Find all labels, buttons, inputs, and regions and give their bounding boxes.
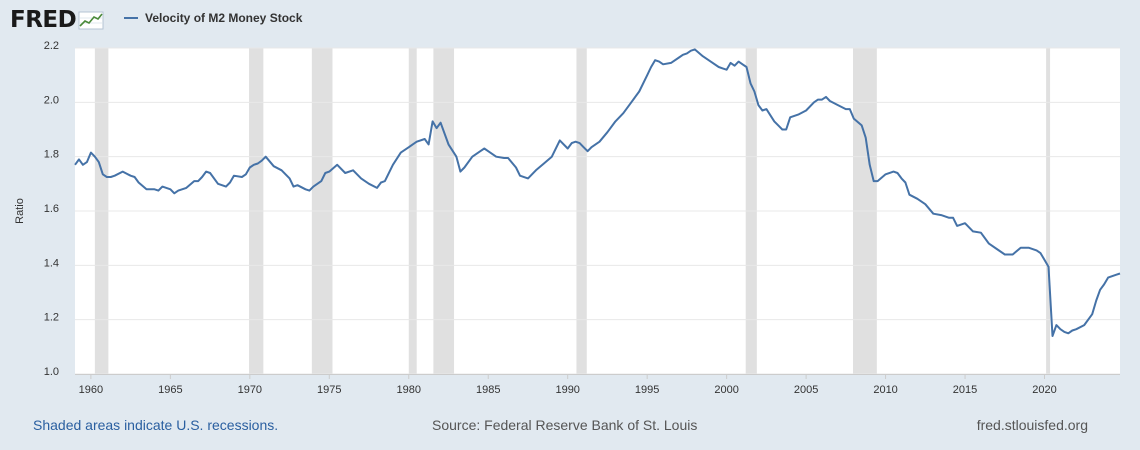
x-tick-label: 1975 [317, 384, 341, 396]
chart-line-icon [78, 10, 104, 30]
source-text: Source: Federal Reserve Bank of St. Loui… [432, 417, 698, 433]
y-tick-label: 2.2 [44, 40, 59, 52]
chart-header: FRED Velocity of M2 Money Stock [0, 0, 1140, 38]
y-tick-label: 1.0 [44, 366, 59, 378]
series-layer [74, 48, 1121, 337]
x-tick-label: 1995 [635, 384, 659, 396]
line-chart[interactable]: 1.0 1.2 1.4 1.6 1.8 2.0 2.2 1960 1965 1970 1975 198… [0, 0, 1140, 410]
chart-legend: Velocity of M2 Money Stock [124, 11, 302, 25]
fred-logo[interactable]: FRED [10, 6, 104, 34]
x-tick-label: 2015 [953, 384, 977, 396]
y-tick-label: 1.6 [44, 203, 59, 215]
y-tick-label: 2.0 [44, 94, 59, 106]
y-axis-title: Ratio [14, 198, 26, 224]
recession-note-link[interactable]: Shaded areas indicate U.S. recessions. [33, 417, 279, 433]
x-tick-label: 2000 [714, 384, 738, 396]
legend-swatch [124, 17, 138, 19]
chart-footer: Shaded areas indicate U.S. recessions. S… [0, 412, 1140, 442]
y-tick-label: 1.4 [44, 257, 59, 269]
x-tick-label: 2005 [794, 384, 818, 396]
x-tick-label: 1990 [555, 384, 579, 396]
series-line[interactable] [74, 48, 1121, 337]
axes: 1.0 1.2 1.4 1.6 1.8 2.0 2.2 1960 1965 1970 1975 198… [44, 40, 1120, 396]
x-tick-label: 1980 [397, 384, 421, 396]
x-tick-label: 1965 [158, 384, 182, 396]
y-tick-label: 1.2 [44, 312, 59, 324]
x-tick-label: 2020 [1032, 384, 1056, 396]
x-tick-label: 2010 [873, 384, 897, 396]
y-tick-label: 1.8 [44, 149, 59, 161]
x-tick-label: 1970 [238, 384, 262, 396]
legend-label: Velocity of M2 Money Stock [145, 11, 303, 25]
site-text: fred.stlouisfed.org [976, 417, 1088, 433]
logo-text: FRED [10, 7, 77, 33]
x-tick-label: 1985 [476, 384, 500, 396]
x-tick-label: 1960 [79, 384, 103, 396]
